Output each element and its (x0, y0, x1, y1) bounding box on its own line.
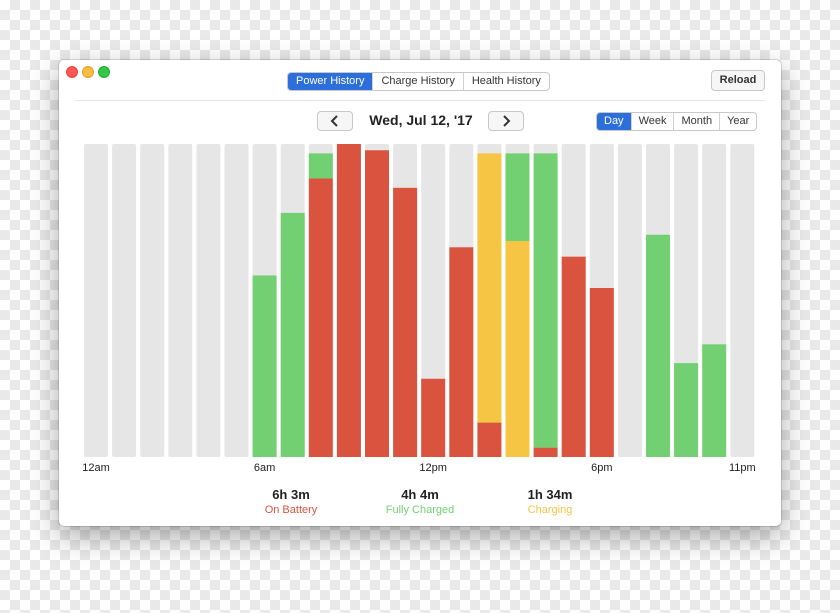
bar-4pm-on-battery (533, 447, 558, 457)
summary-value: 6h 3m (272, 487, 310, 502)
app-window: Power History Charge History Health Hist… (59, 60, 781, 526)
bar-track-1am (112, 144, 137, 457)
x-tick-label: 6am (254, 462, 275, 474)
bar-8pm-fully-charged (646, 234, 670, 457)
summary-label: Fully Charged (385, 504, 455, 516)
bar-track-7pm (617, 144, 642, 457)
bar-7am-fully-charged (280, 212, 305, 457)
bar-8am-fully-charged (308, 153, 333, 179)
bar-2pm-charging (477, 153, 502, 423)
bar-9am-on-battery (336, 144, 361, 457)
header-divider (75, 100, 765, 101)
x-tick-label: 12pm (419, 462, 447, 474)
summary-value: 1h 34m (527, 487, 573, 502)
bar-9pm-fully-charged (674, 363, 699, 457)
summary-label: Charging (527, 504, 573, 516)
summary-label: On Battery (264, 504, 318, 516)
power-history-chart: 12am 6am 12pm 6pm 11pm (82, 144, 756, 474)
bar-8am-on-battery (308, 178, 333, 457)
x-tick-label: 12am (82, 462, 110, 474)
minimize-window-button[interactable] (82, 66, 94, 78)
bar-12pm-on-battery (421, 378, 446, 457)
bar-10am-on-battery (365, 150, 389, 457)
chevron-left-icon (330, 115, 338, 127)
tab-health-history[interactable]: Health History (471, 75, 541, 87)
bar-track-3am (168, 144, 193, 457)
bar-track-5am (224, 144, 249, 457)
bar-1pm-on-battery (449, 247, 474, 457)
range-selector: Day Week Month Year (596, 112, 758, 131)
range-day[interactable]: Day (597, 113, 632, 130)
next-day-button[interactable] (488, 111, 524, 131)
bar-3pm-fully-charged (505, 153, 530, 242)
bar-4pm-fully-charged (533, 153, 558, 448)
tab-power-history[interactable]: Power History (288, 73, 374, 90)
x-tick-label: 11pm (729, 462, 756, 474)
range-year[interactable]: Year (727, 115, 750, 127)
close-window-button[interactable] (66, 66, 78, 78)
history-tabs: Power History Charge History Health Hist… (287, 72, 550, 91)
range-month[interactable]: Month (674, 113, 721, 130)
date-label: Wed, Jul 12, '17 (369, 112, 473, 128)
summary-value: 4h 4m (401, 487, 439, 502)
summary-charging: 1h 34m Charging (500, 487, 600, 516)
bar-track-4am (196, 144, 221, 457)
bar-track-2am (140, 144, 165, 457)
x-tick-label: 6pm (591, 462, 612, 474)
bar-track-12am (84, 144, 108, 457)
summary-on-battery: 6h 3m On Battery (241, 487, 341, 516)
summary-fully-charged: 4h 4m Fully Charged (370, 487, 470, 516)
bar-3pm-charging (505, 241, 530, 457)
range-week[interactable]: Week (632, 113, 675, 130)
bar-track-11pm (730, 144, 755, 457)
bar-11am-on-battery (393, 187, 418, 457)
bar-6am-fully-charged (252, 275, 277, 457)
bar-6pm-on-battery (589, 287, 614, 457)
reload-button[interactable]: Reload (711, 70, 765, 91)
bar-5pm-on-battery (561, 256, 586, 457)
zoom-window-button[interactable] (98, 66, 110, 78)
tab-charge-history[interactable]: Charge History (373, 73, 464, 90)
chevron-right-icon (503, 115, 511, 127)
bar-10pm-fully-charged (702, 344, 727, 457)
previous-day-button[interactable] (317, 111, 353, 131)
bar-2pm-on-battery (477, 422, 502, 457)
